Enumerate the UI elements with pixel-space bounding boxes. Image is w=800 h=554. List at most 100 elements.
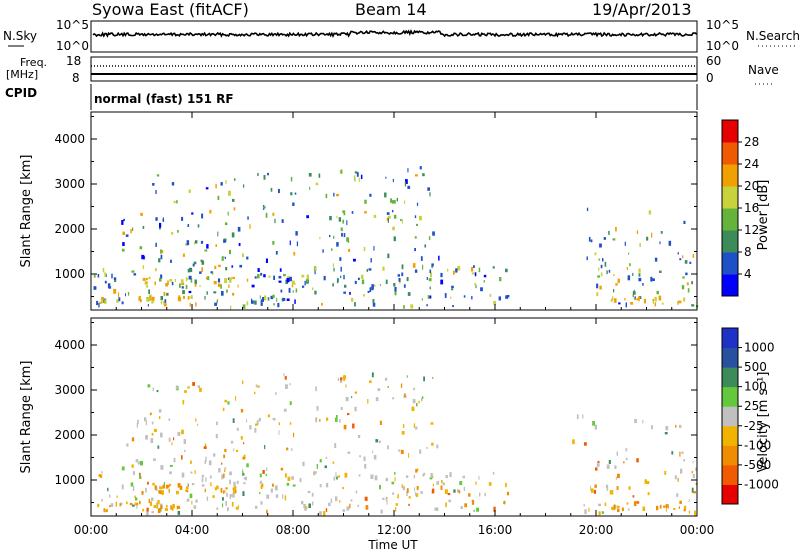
echo-cell <box>617 278 620 283</box>
echo-cell <box>617 508 620 513</box>
time-x-axis: 00:00 04:00 08:00 12:00 16:00 20:00 00:00 <box>74 112 714 537</box>
echo-cell <box>157 445 160 449</box>
echo-cell <box>242 304 246 309</box>
echo-cell <box>270 295 274 300</box>
echo-cell <box>678 300 682 304</box>
echo-cell <box>315 417 318 423</box>
echo-cell <box>360 274 364 279</box>
echo-cell <box>169 471 172 475</box>
echo-cell <box>210 271 213 274</box>
echo-cell <box>679 424 682 428</box>
echo-cell <box>224 448 227 452</box>
echo-cell <box>430 272 433 278</box>
echo-cell <box>311 287 314 290</box>
echo-cell <box>613 504 616 510</box>
echo-cell <box>338 419 341 423</box>
echo-cell <box>432 231 435 236</box>
echo-cell <box>499 277 502 282</box>
echo-cell <box>263 295 267 301</box>
echo-cell <box>354 391 358 394</box>
echo-cell <box>384 192 387 198</box>
echo-cell <box>406 488 409 493</box>
echo-cell <box>625 457 628 461</box>
echo-cell <box>624 241 626 246</box>
echo-cell <box>228 190 231 196</box>
echo-cell <box>131 270 135 273</box>
echo-cell <box>308 503 311 508</box>
echo-cell <box>225 267 228 271</box>
echo-cell <box>217 195 220 200</box>
echo-cell <box>201 213 204 219</box>
echo-cell <box>186 240 190 246</box>
echo-cell <box>691 487 694 493</box>
echo-cell <box>316 405 319 411</box>
echo-cell <box>420 256 423 261</box>
cpid-text: normal (fast) 151 RF <box>94 92 234 106</box>
echo-cell <box>675 424 677 428</box>
echo-cell <box>260 302 263 306</box>
echo-cell <box>313 471 316 476</box>
echo-cell <box>659 241 661 245</box>
echo-cell <box>209 475 212 479</box>
echo-cell <box>357 504 360 507</box>
echo-cell <box>163 301 165 305</box>
echo-cell <box>275 392 277 395</box>
echo-cell <box>293 432 295 438</box>
echo-cell <box>184 390 187 393</box>
echo-cell <box>292 202 295 206</box>
echo-cell <box>272 294 275 298</box>
echo-cell <box>103 508 105 513</box>
echo-cell <box>156 174 160 177</box>
echo-cell <box>213 291 217 294</box>
echo-cell <box>134 495 136 498</box>
echo-cell <box>665 507 667 512</box>
echo-cell <box>408 453 410 458</box>
echo-cell <box>346 220 348 226</box>
echo-cell <box>190 278 193 283</box>
echo-cell <box>115 501 117 507</box>
echo-cell <box>105 508 108 512</box>
echo-cell <box>385 279 388 285</box>
echo-cell <box>445 502 447 508</box>
echo-cell <box>291 280 295 284</box>
echo-cell <box>430 473 433 478</box>
echo-cell <box>109 494 111 498</box>
echo-cell <box>319 484 322 488</box>
nsky-panel: N.Sky 10^5 10^0 10^5 10^0 N.Search <box>3 18 800 53</box>
echo-cell <box>404 200 406 204</box>
echo-cell <box>634 418 637 424</box>
echo-cell <box>188 189 191 193</box>
echo-cell <box>136 423 138 428</box>
echo-cell <box>301 274 305 278</box>
echo-cell <box>251 300 254 304</box>
echo-cell <box>340 377 343 382</box>
echo-cell <box>224 278 227 284</box>
echo-cell <box>338 217 342 222</box>
echo-cell <box>608 230 610 235</box>
echo-cell <box>403 305 405 309</box>
echo-cell <box>475 481 477 485</box>
nsky-trace <box>92 29 698 38</box>
echo-cell <box>302 285 305 288</box>
echo-cell <box>197 224 200 228</box>
echo-cell <box>453 489 456 493</box>
echo-cell <box>263 274 266 278</box>
echo-cell <box>333 267 335 272</box>
echo-cell <box>181 286 184 289</box>
echo-cell <box>113 288 117 294</box>
echo-cell <box>101 499 103 502</box>
echo-cell <box>346 237 349 242</box>
echo-cell <box>263 175 266 180</box>
echo-cell <box>301 500 304 505</box>
echo-cell <box>613 289 615 293</box>
echo-cell <box>590 488 594 493</box>
echo-cell <box>359 455 361 458</box>
echo-cell <box>176 490 179 495</box>
echo-cell <box>431 442 434 446</box>
echo-cell <box>408 503 410 506</box>
echo-cell <box>373 246 375 251</box>
echo-cell <box>220 487 223 493</box>
echo-cell <box>483 274 487 278</box>
echo-cell <box>257 385 260 388</box>
echo-cell <box>422 264 424 270</box>
